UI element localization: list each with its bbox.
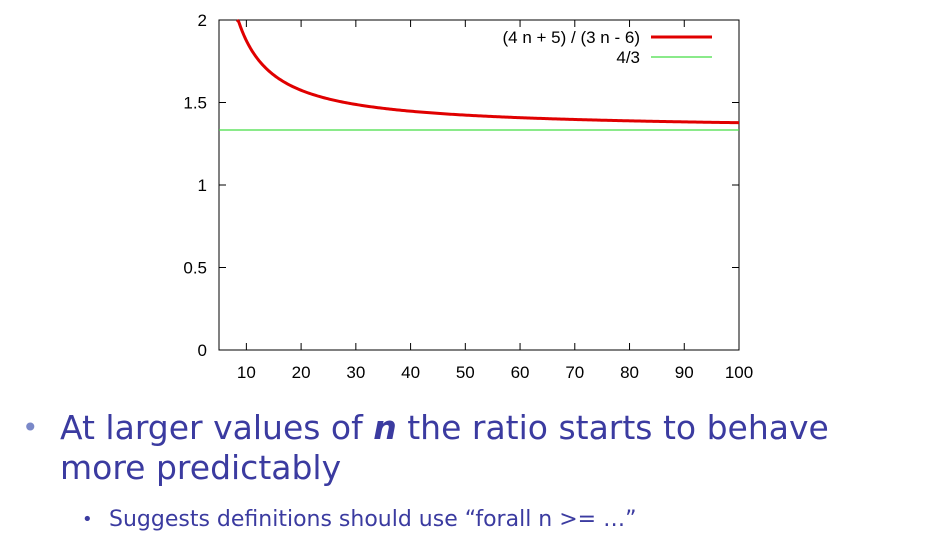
legend-label-1: (4 n + 5) / (3 n - 6): [503, 28, 640, 47]
x-tick-label: 70: [565, 363, 584, 382]
y-axis-ticks: 0 0.5 1 1.5 2: [183, 11, 739, 360]
bullet-item: • At larger values of n the ratio starts…: [22, 408, 912, 488]
x-tick-label: 20: [292, 363, 311, 382]
x-tick-label: 90: [675, 363, 694, 382]
x-tick-label: 50: [456, 363, 475, 382]
plot-frame: [218, 19, 740, 351]
y-tick-label: 1: [198, 176, 207, 195]
x-axis-ticks: 10 20 30 40 50 60 70 80 90 100: [237, 20, 753, 382]
bullet-text-post: the ratio starts to behave more predicta…: [60, 408, 829, 487]
bullet-dot-icon: •: [22, 411, 39, 444]
bullet-variable-n: n: [373, 408, 397, 447]
legend-label-2: 4/3: [616, 48, 640, 67]
sub-bullet-dot-icon: •: [82, 509, 93, 530]
x-tick-label: 60: [511, 363, 530, 382]
sub-bullet-text: Suggests definitions should use “forall …: [109, 507, 637, 532]
x-tick-label: 10: [237, 363, 256, 382]
x-tick-label: 80: [620, 363, 639, 382]
y-tick-label: 2: [198, 11, 207, 30]
y-tick-label: 0.5: [183, 259, 207, 278]
legend: (4 n + 5) / (3 n - 6)4/3: [503, 28, 712, 67]
series-line-1: [235, 19, 740, 125]
x-tick-label: 30: [346, 363, 365, 382]
bullet-text: At larger values of n the ratio starts t…: [22, 408, 912, 488]
y-tick-label: 0: [198, 341, 207, 360]
x-tick-label: 40: [401, 363, 420, 382]
ratio-chart: 0 0.5 1 1.5 2 10 20 30 40 50 60 70 80 90 100 (4 n + 5…: [183, 11, 753, 382]
y-tick-label: 1.5: [183, 94, 207, 113]
bullet-text-pre: At larger values of: [60, 408, 374, 447]
sub-bullet-item: • Suggests definitions should use “foral…: [82, 506, 912, 534]
plot-border: [218, 19, 740, 351]
x-tick-label: 100: [725, 363, 753, 382]
series-layer: [219, 19, 740, 131]
